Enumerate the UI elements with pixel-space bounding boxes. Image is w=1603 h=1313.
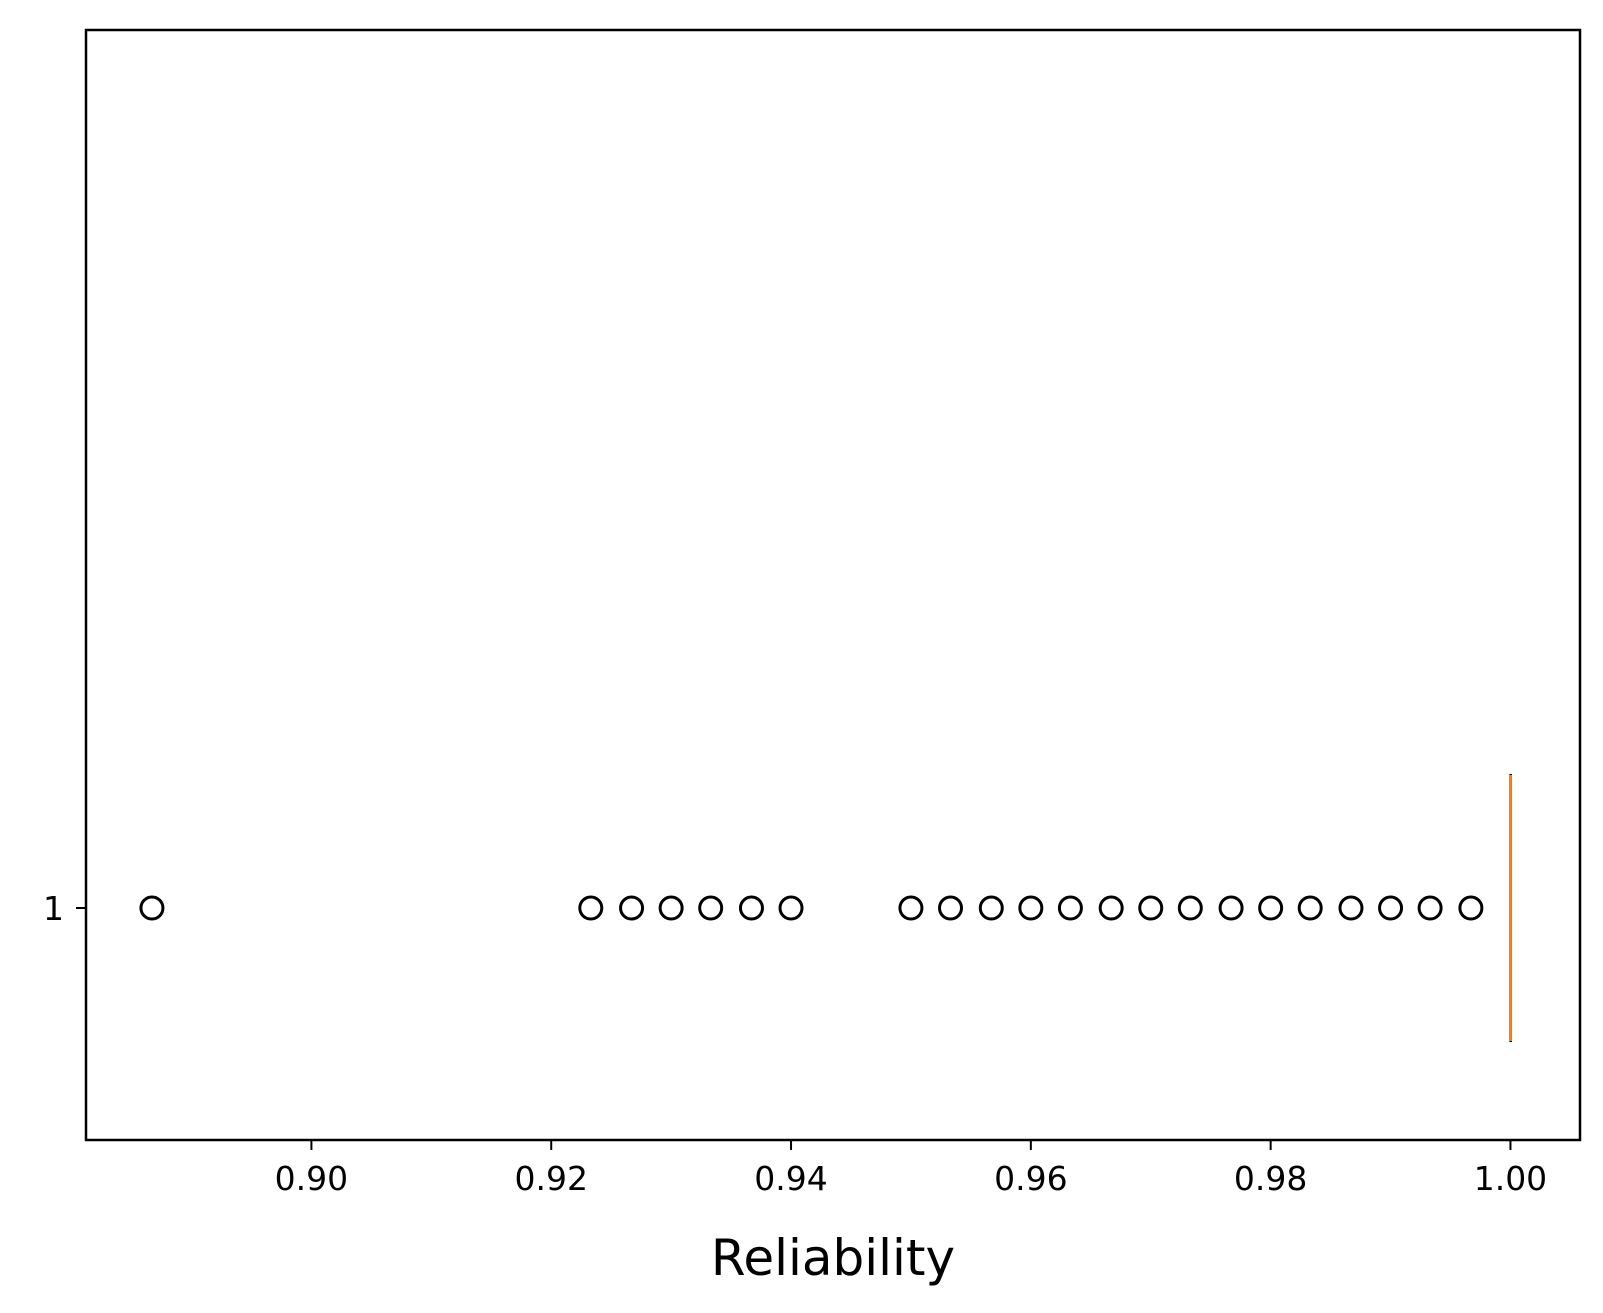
x-tick-label: 0.96 [994, 1159, 1067, 1198]
outlier-point [1258, 895, 1284, 921]
outlier-point [1458, 895, 1484, 921]
outlier-point [1338, 895, 1364, 921]
outlier-point [619, 895, 645, 921]
box-group [1508, 774, 1512, 1042]
y-axis-ticks: 1 [43, 889, 86, 928]
outlier-point [1378, 895, 1404, 921]
outlier-point [898, 895, 924, 921]
outlier-point [1218, 895, 1244, 921]
outlier-point [938, 895, 964, 921]
x-tick-label: 0.92 [514, 1159, 587, 1198]
outlier-point [1018, 895, 1044, 921]
x-axis-label: Reliability [711, 1229, 955, 1287]
x-tick-label: 0.94 [754, 1159, 827, 1198]
outlier-point [578, 895, 604, 921]
outlier-point [1138, 895, 1164, 921]
x-tick-label: 1.00 [1474, 1159, 1547, 1198]
outlier-point [1177, 895, 1203, 921]
outlier-point [1297, 895, 1323, 921]
plot-frame [84, 28, 1582, 1142]
outlier-point [1417, 895, 1443, 921]
outlier-point [778, 895, 804, 921]
outlier-point [978, 895, 1004, 921]
y-tick-label: 1 [43, 889, 64, 928]
outlier-point [1057, 895, 1083, 921]
x-axis-ticks: 0.90 0.92 0.94 0.96 0.98 1.00 [275, 1140, 1547, 1198]
outlier-point [658, 895, 684, 921]
outlier-point [738, 895, 764, 921]
outlier-point [698, 895, 724, 921]
x-tick-label: 0.98 [1234, 1159, 1307, 1198]
x-tick-label: 0.90 [275, 1159, 348, 1198]
outlier-point [1098, 895, 1124, 921]
outlier-points [139, 895, 1484, 921]
outlier-point [139, 895, 165, 921]
